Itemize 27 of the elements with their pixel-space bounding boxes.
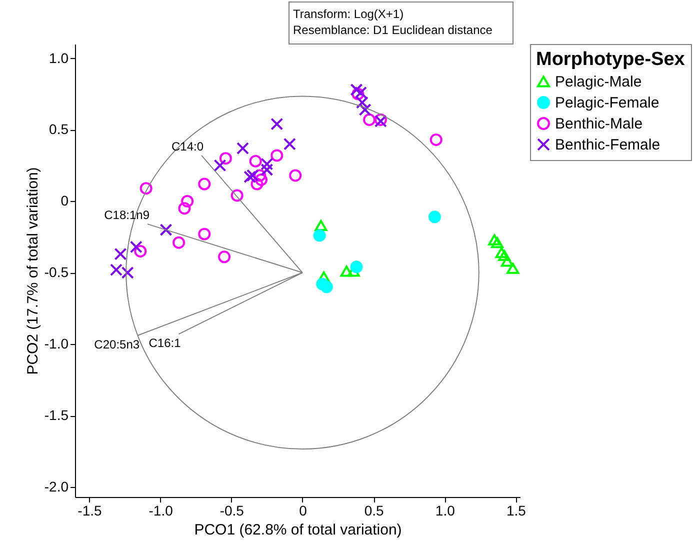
x-tick-label: 1.5: [506, 502, 526, 518]
legend-title: Morphotype-Sex: [536, 49, 686, 70]
legend-label: Pelagic-Male: [555, 74, 642, 90]
y-axis-title: PCO2 (17.7% of total variation): [24, 167, 42, 375]
legend-label: Pelagic-Female: [555, 94, 660, 112]
text: Resemblance: D1 Euclidean distance: [293, 23, 493, 37]
y-tick-label: 0: [60, 192, 69, 209]
x-tick-label: 0.5: [364, 502, 384, 518]
legend-label: Benthic-Male: [555, 116, 643, 132]
x-tick-label: 1.0: [435, 502, 456, 518]
annotation: C16:1: [148, 336, 182, 350]
annotation: C18:1n9: [104, 208, 150, 222]
x-tick-label: -1.5: [78, 502, 102, 518]
y-tick-label: -2.0: [44, 478, 69, 494]
y-tick-label: 0.5: [49, 121, 69, 138]
y-tick-label: -1.5: [44, 407, 69, 424]
y-tick-label: 1.0: [49, 50, 69, 66]
x-tick-label: -0.5: [220, 502, 244, 518]
text: Transform: Log(X+1): [293, 7, 404, 21]
annotation: C14:0: [172, 139, 204, 154]
legend-label: Benthic-Female: [555, 136, 660, 154]
y-tick-label: -0.5: [44, 264, 69, 280]
annotation: C20:5n3: [94, 338, 140, 352]
x-axis-title: PCO1 (62.8% of total variation): [194, 522, 402, 538]
y-tick-label: -1.0: [44, 336, 69, 352]
x-tick-label: -1.0: [148, 502, 174, 518]
x-tick-label: 0: [299, 502, 308, 518]
